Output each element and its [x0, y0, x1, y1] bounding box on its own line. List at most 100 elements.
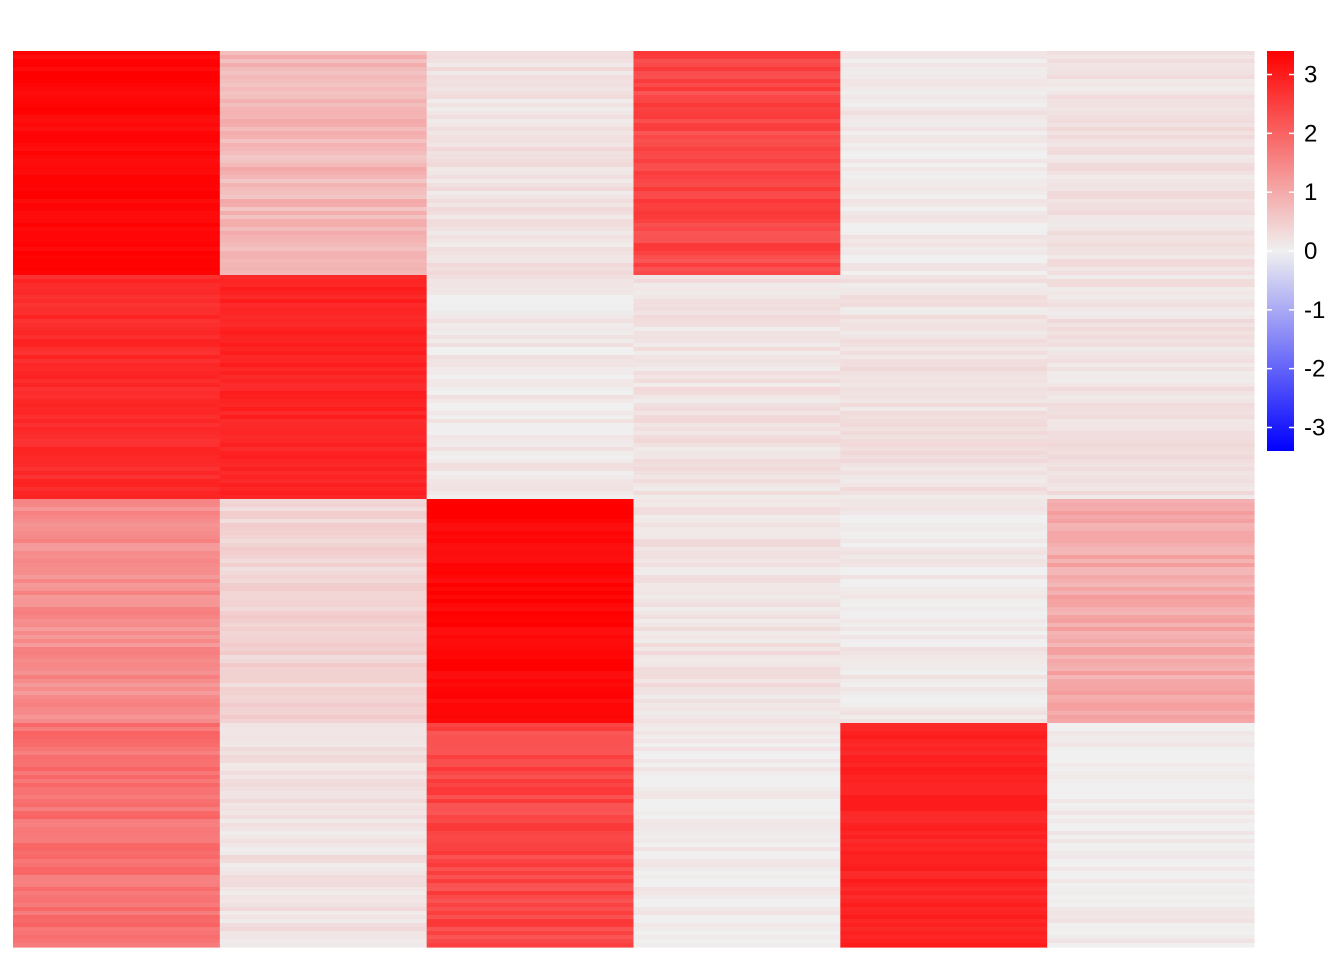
heatmap-cell [426, 531, 635, 536]
heatmap-cell [426, 475, 635, 480]
heatmap-cell [840, 895, 1048, 900]
heatmap-cell [13, 535, 221, 540]
heatmap-cell [840, 415, 1048, 420]
heatmap-cell [426, 591, 635, 596]
heatmap-cell [13, 403, 221, 408]
heatmap-cell [1047, 403, 1255, 408]
heatmap-cell [633, 55, 841, 60]
heatmap-cell [633, 383, 841, 388]
heatmap-cell [840, 439, 1048, 444]
heatmap-cell [219, 159, 428, 164]
heatmap-cell [13, 907, 221, 912]
heatmap-cell [13, 583, 221, 588]
heatmap-cell [13, 571, 221, 576]
heatmap-cell [13, 227, 221, 232]
heatmap-cell [633, 567, 841, 572]
heatmap-cell [1047, 283, 1255, 288]
heatmap-cell [633, 847, 841, 852]
heatmap-cell [219, 823, 428, 828]
heatmap-cell [13, 935, 221, 940]
heatmap-cell [13, 171, 221, 176]
heatmap-cell [633, 743, 841, 748]
heatmap-cell [633, 127, 841, 132]
heatmap-cell [1047, 783, 1255, 788]
heatmap-cell [426, 331, 635, 336]
heatmap-cell [13, 379, 221, 384]
heatmap-cell [219, 791, 428, 796]
heatmap-cell [426, 351, 635, 356]
heatmap-cell [219, 691, 428, 696]
heatmap-cell [219, 351, 428, 356]
heatmap-cell [219, 843, 428, 848]
heatmap-cell [426, 491, 635, 496]
heatmap-cell [1047, 111, 1255, 116]
colorbar-tick-label: 1 [1304, 179, 1317, 206]
heatmap-cell [1047, 391, 1255, 396]
heatmap-cell [219, 663, 428, 668]
heatmap-cell [633, 559, 841, 564]
heatmap-cell [633, 123, 841, 128]
heatmap-cell [13, 151, 221, 156]
heatmap-cell [633, 819, 841, 824]
heatmap-cell [13, 595, 221, 600]
heatmap-cell [840, 123, 1048, 128]
heatmap-cell [13, 267, 221, 272]
heatmap-cell [840, 511, 1048, 516]
heatmap-cell [13, 783, 221, 788]
heatmap-cell [426, 211, 635, 216]
heatmap-cell [426, 131, 635, 136]
heatmap-cell [13, 575, 221, 580]
heatmap-cell [426, 835, 635, 840]
heatmap-cell [13, 899, 221, 904]
heatmap-cell [219, 879, 428, 884]
heatmap-cell [13, 351, 221, 356]
heatmap-cell [1047, 359, 1255, 364]
heatmap-cell [426, 507, 635, 512]
heatmap-cell [426, 283, 635, 288]
heatmap-cell [219, 859, 428, 864]
heatmap-cell [840, 663, 1048, 668]
heatmap-cell [13, 147, 221, 152]
heatmap-cell [633, 691, 841, 696]
heatmap-cell [426, 927, 635, 932]
heatmap-cell [219, 683, 428, 688]
heatmap-cell [13, 943, 221, 948]
heatmap-cell [219, 55, 428, 60]
heatmap-cell [840, 751, 1048, 756]
heatmap-cell [219, 391, 428, 396]
heatmap-cell [219, 723, 428, 728]
heatmap-cell [1047, 371, 1255, 376]
heatmap-cell [840, 607, 1048, 612]
heatmap-cell [13, 467, 221, 472]
heatmap-cell [426, 675, 635, 680]
heatmap-cell [840, 807, 1048, 812]
heatmap-cell [426, 203, 635, 208]
heatmap-cell [1047, 775, 1255, 780]
heatmap-cell [426, 63, 635, 68]
heatmap-cell [1047, 235, 1255, 240]
heatmap-cell [219, 555, 428, 560]
heatmap-cell [219, 119, 428, 124]
heatmap-cell [219, 779, 428, 784]
heatmap-cell [840, 307, 1048, 312]
heatmap-cell [426, 735, 635, 740]
heatmap-cell [1047, 739, 1255, 744]
heatmap-cell [1047, 671, 1255, 676]
heatmap-cell [426, 499, 635, 504]
heatmap-cell [1047, 327, 1255, 332]
heatmap-cell [13, 851, 221, 856]
heatmap-cell [426, 503, 635, 508]
heatmap-cell [633, 419, 841, 424]
heatmap-cell [840, 851, 1048, 856]
heatmap-cell [633, 103, 841, 108]
heatmap-cell [1047, 815, 1255, 820]
heatmap-cell [1047, 459, 1255, 464]
heatmap-cell [13, 927, 221, 932]
heatmap-cell [13, 291, 221, 296]
heatmap-cell [426, 323, 635, 328]
heatmap-cell [219, 231, 428, 236]
heatmap-cell [840, 175, 1048, 180]
heatmap-cell [1047, 639, 1255, 644]
heatmap-cell [840, 531, 1048, 536]
heatmap-cell [426, 635, 635, 640]
